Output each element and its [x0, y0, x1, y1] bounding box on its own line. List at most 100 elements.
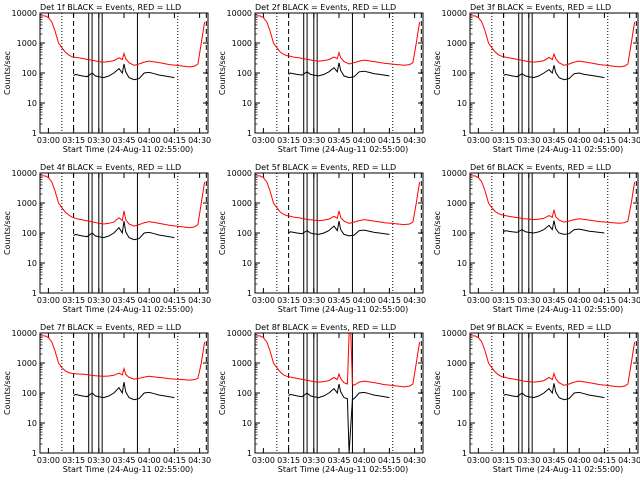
y-tick-label: 1000	[447, 199, 467, 208]
x-tick-label: 04:15	[593, 136, 616, 145]
x-tick-label: 04:15	[378, 456, 401, 465]
x-tick-label: 03:30	[302, 456, 325, 465]
x-tick-label: 03:30	[87, 136, 110, 145]
y-tick-label: 100	[452, 69, 467, 78]
y-tick-label: 10	[27, 419, 37, 428]
x-tick-label: 04:15	[593, 296, 616, 305]
plot-frame	[469, 172, 639, 294]
x-tick-label: 04:30	[618, 296, 640, 305]
y-tick-label: 10	[457, 99, 467, 108]
x-tick-label: 03:30	[302, 136, 325, 145]
x-tick-label: 03:45	[112, 296, 135, 305]
x-tick-label: 03:15	[277, 456, 300, 465]
x-tick-label: 03:45	[542, 136, 565, 145]
series-line-lld	[40, 175, 206, 229]
series-line-lld	[255, 15, 421, 66]
x-tick-label: 04:15	[593, 456, 616, 465]
series-line-events	[503, 65, 605, 81]
y-tick-label: 1000	[232, 359, 252, 368]
panel-title: Det 6f BLACK = Events, RED = LLD	[470, 163, 611, 172]
y-tick-label: 1	[462, 449, 467, 458]
detector-panel-4: Det 4f BLACK = Events, RED = LLD Counts/s…	[3, 163, 211, 314]
panel-title: Det 4f BLACK = Events, RED = LLD	[40, 163, 181, 172]
x-tick-label: 03:00	[37, 456, 60, 465]
x-tick-label: 03:15	[62, 136, 85, 145]
series-line-lld	[40, 15, 206, 68]
detector-panel-6: Det 6f BLACK = Events, RED = LLD Counts/s…	[433, 163, 640, 314]
x-tick-label: 04:30	[188, 296, 211, 305]
x-tick-label: 03:15	[492, 136, 515, 145]
x-tick-label: 03:00	[252, 296, 275, 305]
y-tick-label: 10000	[227, 9, 252, 18]
series-line-events	[73, 221, 175, 241]
detector-panel-8: Det 8f BLACK = Events, RED = LLD Counts/s…	[218, 323, 426, 474]
x-axis-label: Start Time (24-Aug-11 02:55:00)	[278, 145, 409, 154]
detector-panel-2: Det 2f BLACK = Events, RED = LLD Counts/s…	[218, 3, 426, 154]
y-tick-label: 1000	[17, 39, 37, 48]
plot-frame	[254, 332, 424, 454]
series-line-events	[503, 220, 605, 235]
y-tick-label: 10000	[442, 169, 467, 178]
y-tick-label: 1	[247, 449, 252, 458]
x-tick-label: 03:00	[467, 136, 490, 145]
plot-frame	[254, 172, 424, 294]
y-tick-label: 1	[462, 289, 467, 298]
x-tick-label: 04:00	[138, 456, 161, 465]
x-tick-label: 03:00	[252, 136, 275, 145]
x-tick-label: 03:00	[467, 456, 490, 465]
x-tick-label: 03:45	[542, 456, 565, 465]
x-tick-label: 03:45	[327, 296, 350, 305]
x-tick-label: 04:15	[378, 296, 401, 305]
series-line-lld	[40, 335, 206, 381]
series-line-events	[73, 382, 175, 401]
x-tick-label: 03:00	[37, 136, 60, 145]
y-tick-label: 10	[27, 259, 37, 268]
x-tick-label: 03:30	[87, 296, 110, 305]
detector-panel-9: Det 9f BLACK = Events, RED = LLD Counts/s…	[433, 323, 640, 474]
plot-frame	[254, 12, 424, 134]
y-axis-label: Counts/sec	[433, 211, 442, 255]
x-tick-label: 03:15	[492, 296, 515, 305]
y-tick-label: 100	[452, 389, 467, 398]
y-tick-label: 10000	[12, 329, 37, 338]
y-tick-label: 10	[242, 259, 252, 268]
plot-frame	[469, 332, 639, 454]
series-line-lld	[255, 175, 421, 226]
x-tick-label: 03:30	[517, 296, 540, 305]
series-line-lld	[470, 335, 636, 388]
y-tick-label: 1000	[17, 199, 37, 208]
x-tick-label: 03:15	[492, 456, 515, 465]
y-tick-label: 1	[32, 449, 37, 458]
y-tick-label: 100	[22, 229, 37, 238]
y-tick-label: 1	[32, 129, 37, 138]
y-tick-label: 1	[247, 129, 252, 138]
x-tick-label: 03:15	[277, 136, 300, 145]
y-axis-label: Counts/sec	[433, 371, 442, 415]
series-line-lld	[470, 175, 636, 224]
x-tick-label: 04:15	[163, 136, 186, 145]
series-line-events	[288, 383, 390, 453]
y-tick-label: 10	[242, 99, 252, 108]
x-axis-label: Start Time (24-Aug-11 02:55:00)	[493, 145, 624, 154]
x-axis-label: Start Time (24-Aug-11 02:55:00)	[63, 465, 194, 474]
x-tick-label: 03:45	[327, 456, 350, 465]
x-tick-label: 03:15	[62, 456, 85, 465]
y-tick-label: 10000	[442, 9, 467, 18]
panel-title: Det 5f BLACK = Events, RED = LLD	[255, 163, 396, 172]
series-line-lld	[255, 333, 421, 388]
series-line-lld	[470, 15, 636, 68]
detector-panel-5: Det 5f BLACK = Events, RED = LLD Counts/s…	[218, 163, 426, 314]
series-line-events	[73, 63, 175, 81]
x-tick-label: 03:45	[327, 136, 350, 145]
y-tick-label: 1	[247, 289, 252, 298]
y-tick-label: 100	[237, 229, 252, 238]
y-tick-label: 1000	[447, 359, 467, 368]
detector-panel-7: Det 7f BLACK = Events, RED = LLD Counts/s…	[3, 323, 211, 474]
x-tick-label: 03:45	[112, 456, 135, 465]
x-tick-label: 04:15	[378, 136, 401, 145]
y-axis-label: Counts/sec	[433, 51, 442, 95]
x-axis-label: Start Time (24-Aug-11 02:55:00)	[63, 145, 194, 154]
x-tick-label: 04:15	[163, 296, 186, 305]
